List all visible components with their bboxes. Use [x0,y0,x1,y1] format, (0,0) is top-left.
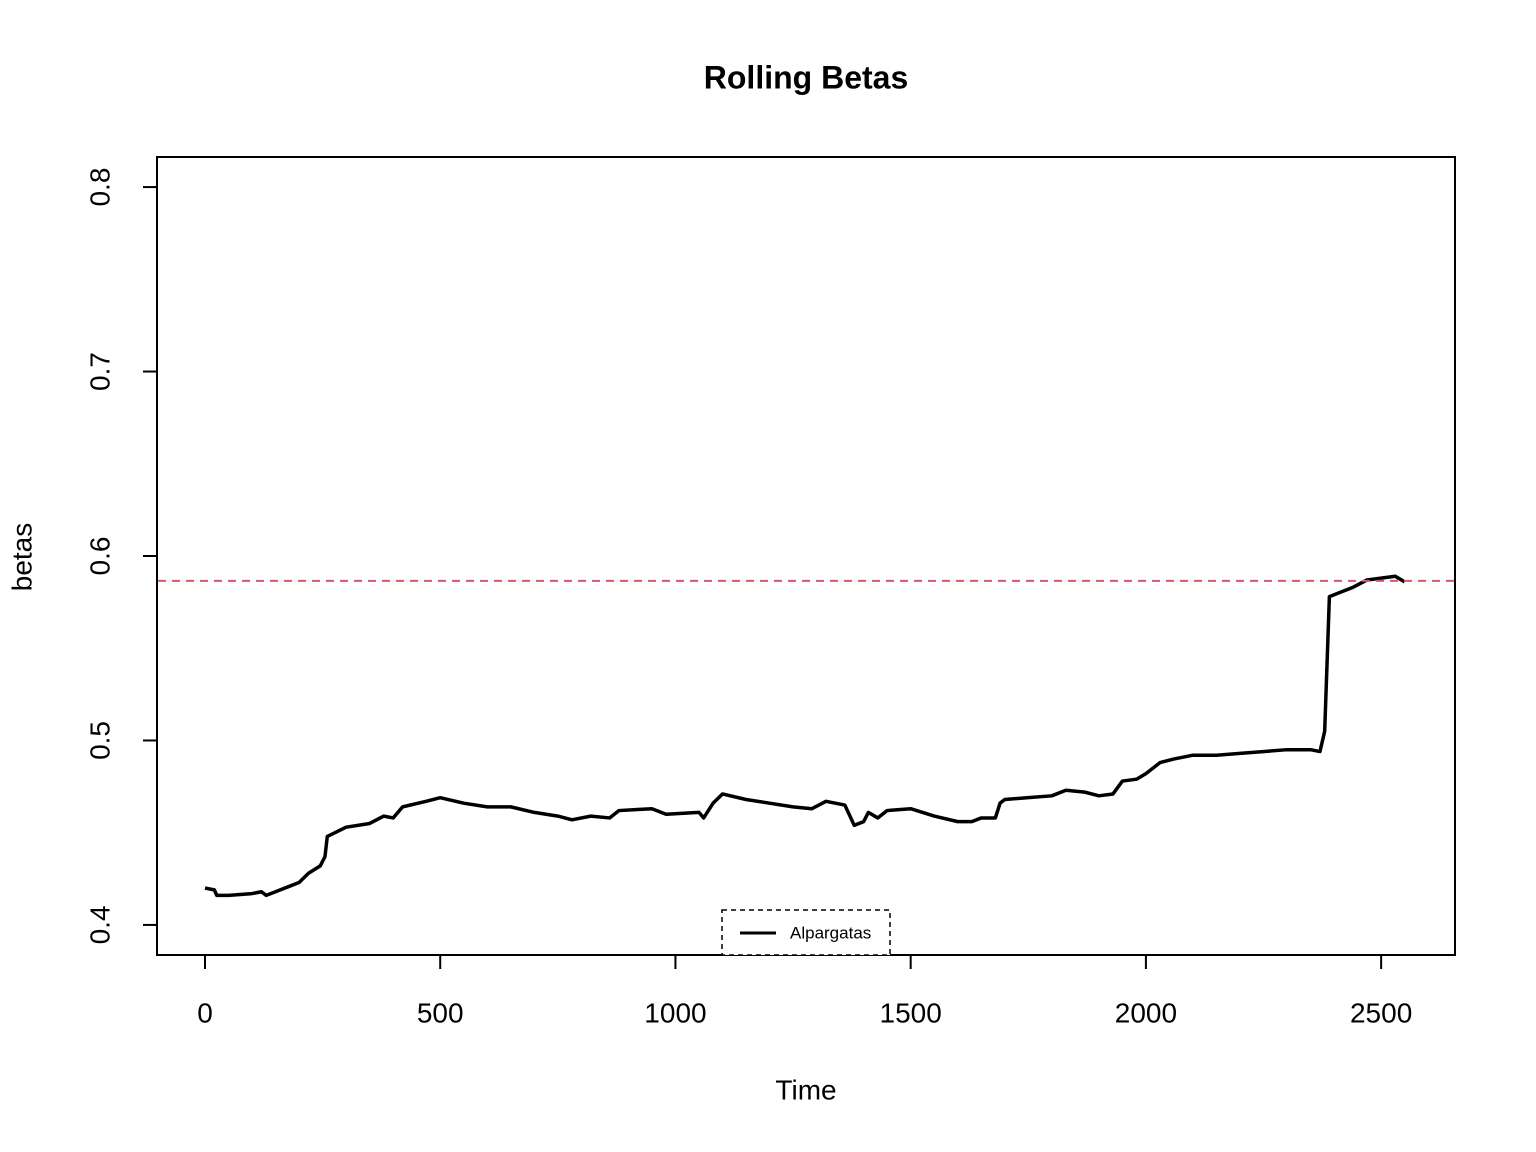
y-tick-label: 0.7 [84,352,115,391]
chart-title: Rolling Betas [704,59,908,95]
plot-frame [156,156,1456,956]
x-tick-label: 0 [197,997,213,1028]
x-tick-label: 2000 [1115,997,1177,1028]
y-tick-label: 0.6 [84,537,115,576]
y-tick-label: 0.4 [84,905,115,944]
x-axis-label: Time [775,1074,836,1105]
x-tick-label: 500 [417,997,464,1028]
y-tick-label: 0.5 [84,721,115,760]
x-tick-label: 1500 [880,997,942,1028]
y-tick-label: 0.8 [84,168,115,207]
data-line [204,574,1406,898]
legend: Alpargatas [721,909,891,956]
y-axis-label: betas [6,523,37,592]
legend-label: Alpargatas [790,923,871,942]
x-tick-label: 2500 [1350,997,1412,1028]
x-tick-label: 1000 [644,997,706,1028]
